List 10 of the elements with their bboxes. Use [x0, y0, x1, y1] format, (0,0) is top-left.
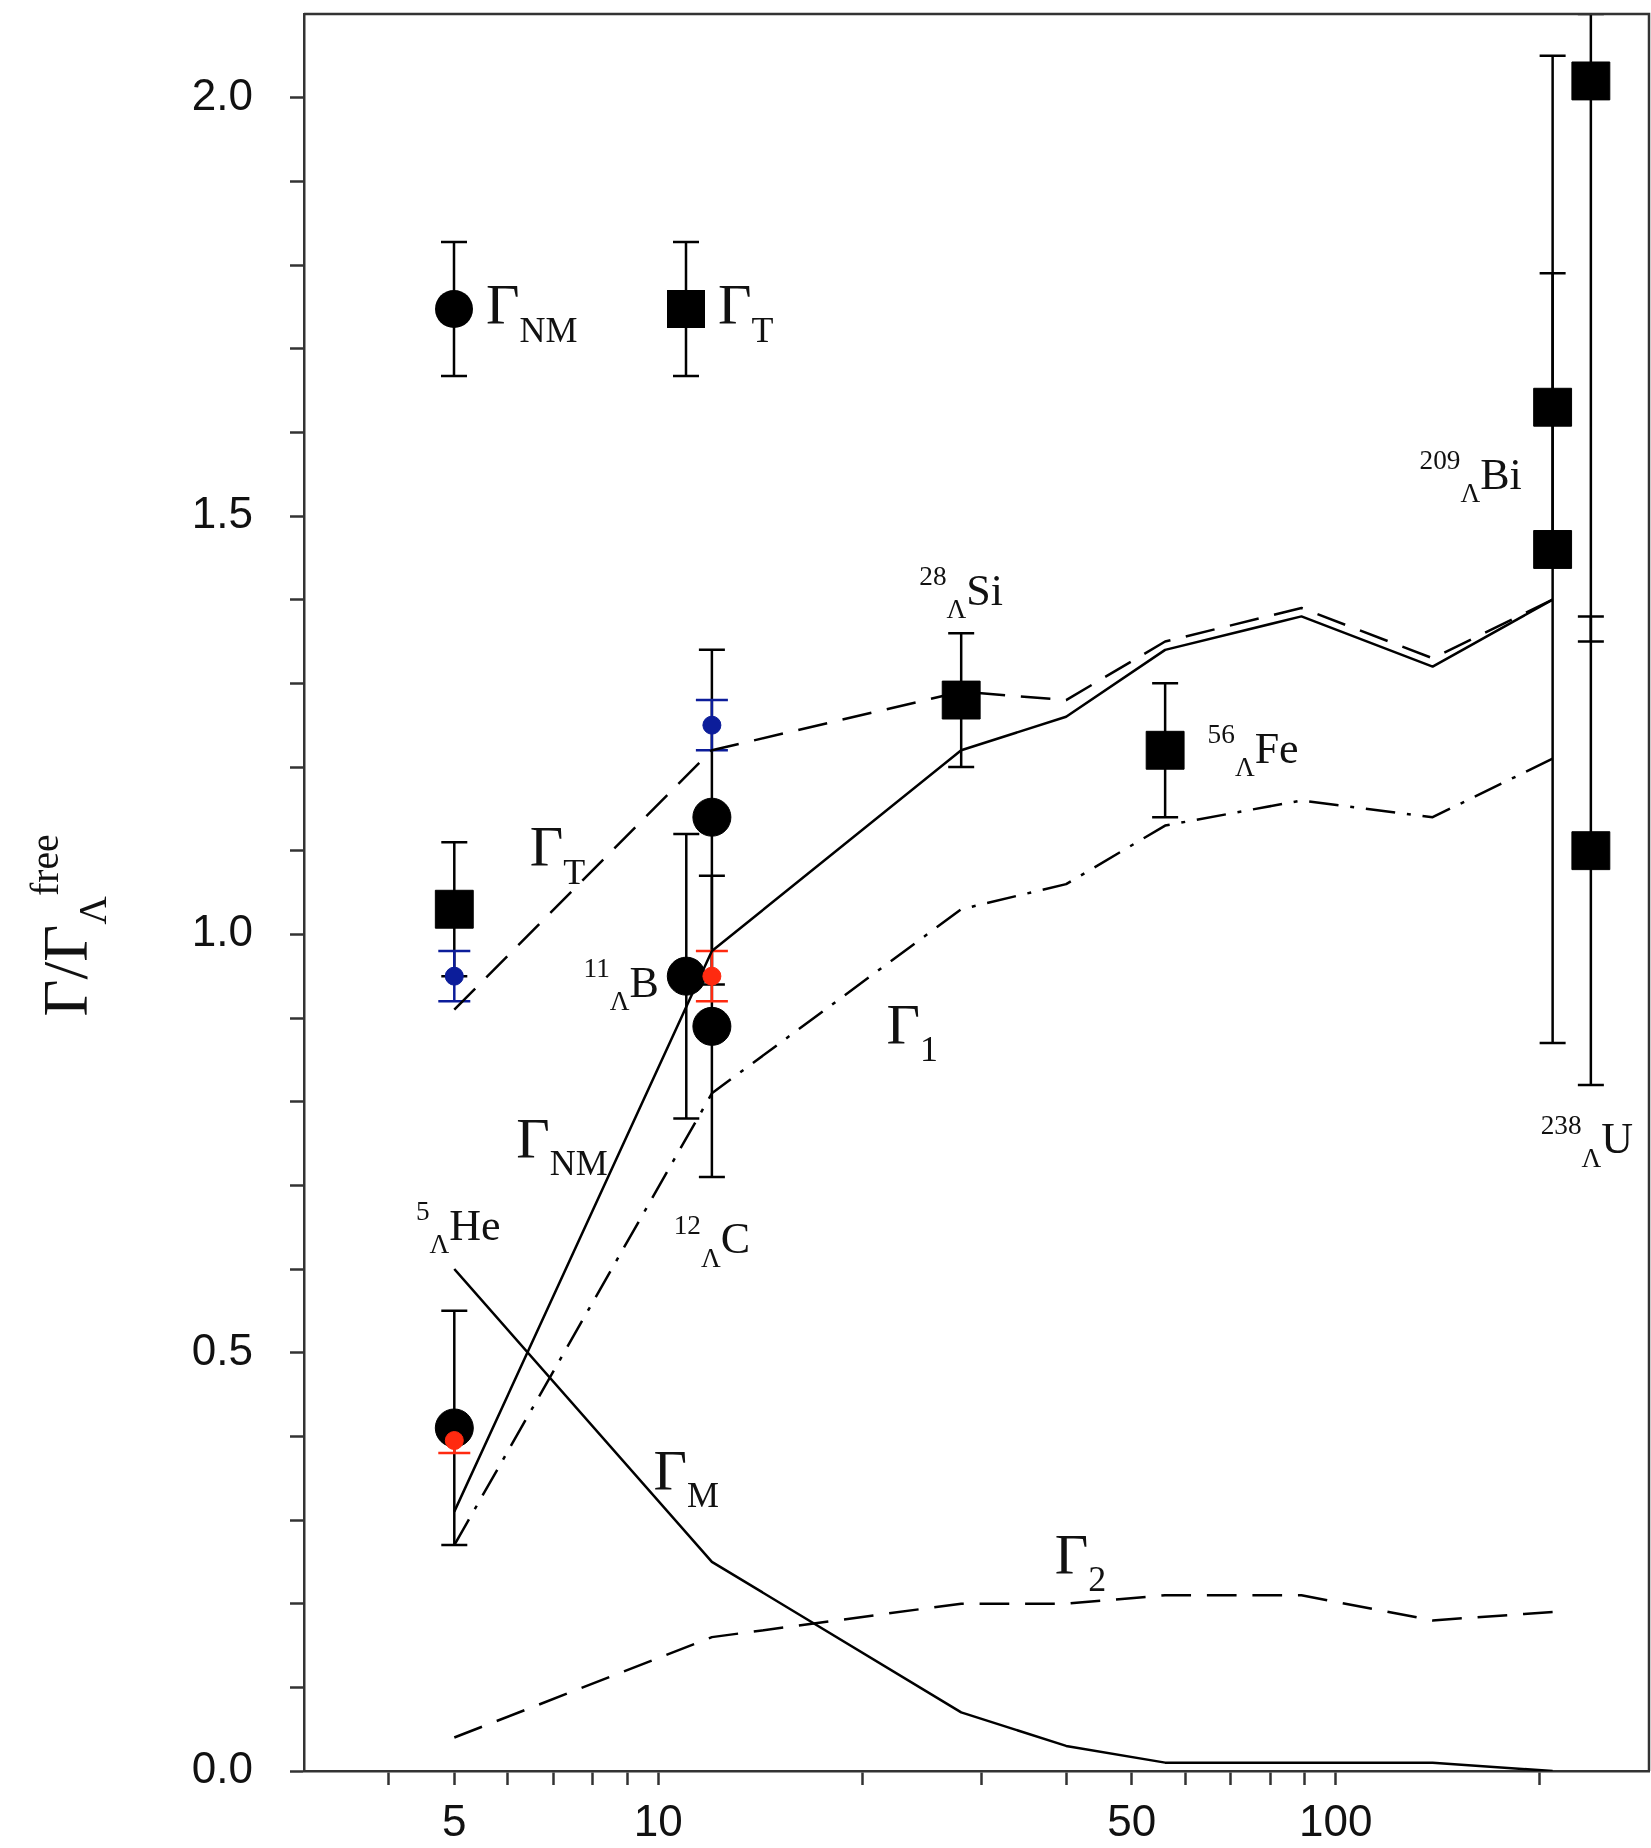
y-tick-label: 0.0	[191, 1743, 253, 1793]
x-tick-label: 50	[1107, 1795, 1157, 1845]
x-tick-label: 100	[1299, 1795, 1373, 1845]
y-tick-label: 1.0	[191, 906, 253, 956]
x-tick-label: 10	[633, 1795, 683, 1845]
y-tick-label: 0.5	[191, 1324, 253, 1374]
y-tick-label: 1.5	[191, 488, 253, 538]
y-tick-label: 2.0	[191, 69, 253, 119]
x-tick-label: 5	[442, 1795, 467, 1845]
y-axis-title: Γ/ΓΛfree	[23, 834, 116, 1017]
